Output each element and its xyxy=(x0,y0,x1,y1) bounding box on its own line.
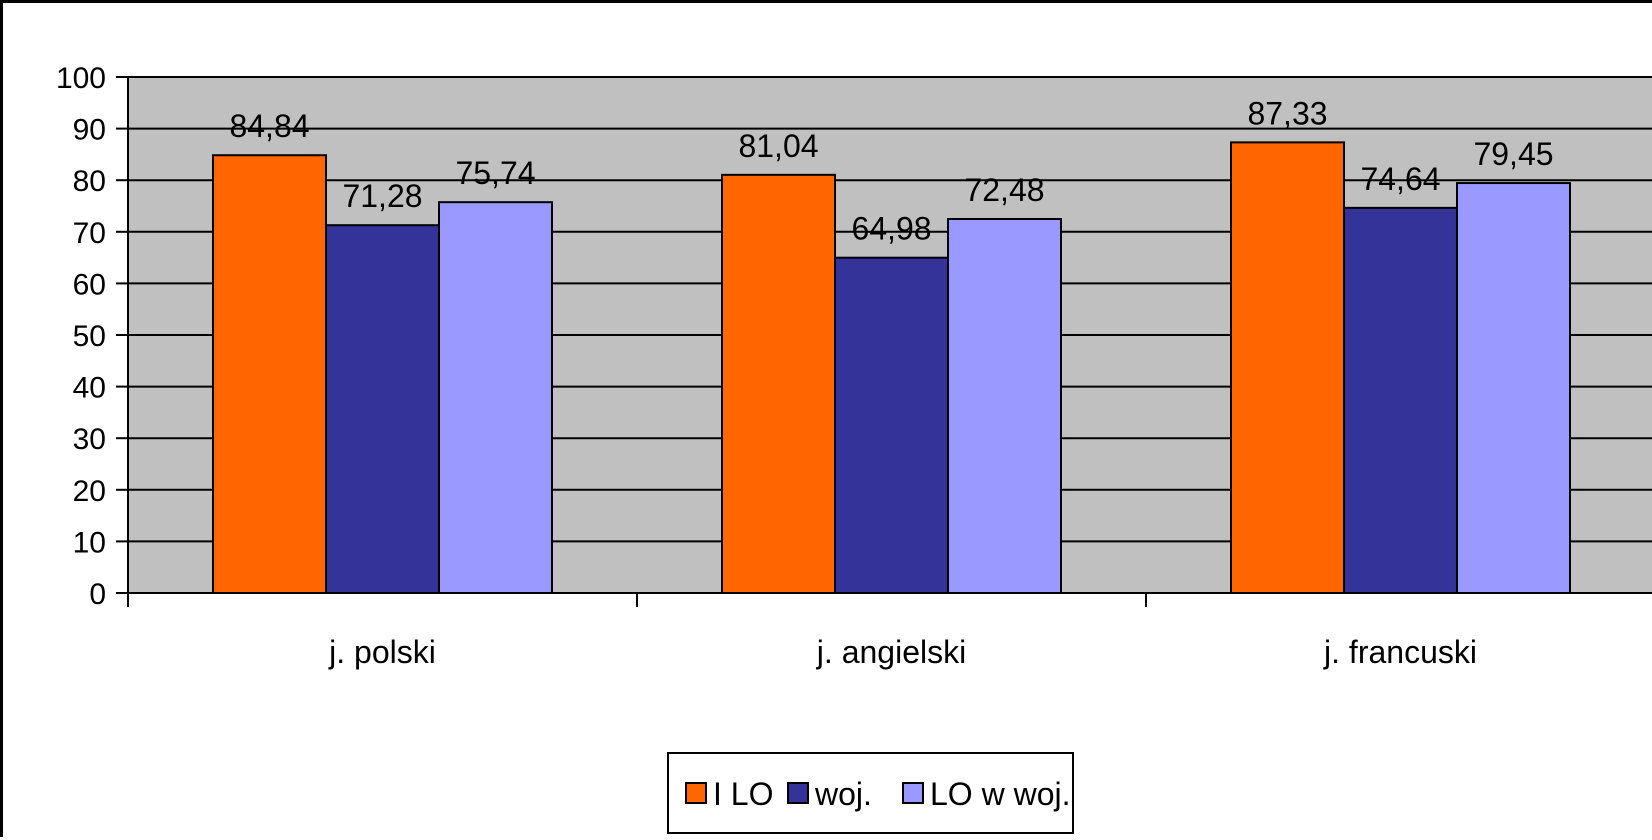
data-label: 64,98 xyxy=(851,211,931,247)
legend-label: I LO xyxy=(713,776,773,812)
data-label: 81,04 xyxy=(738,128,818,164)
bar xyxy=(946,218,1062,594)
legend-label: LO w woj. xyxy=(930,776,1070,812)
data-label: 74,64 xyxy=(1360,161,1440,197)
y-tick-label: 90 xyxy=(73,114,106,147)
y-tick-label: 100 xyxy=(56,62,106,95)
x-category-label: j. angielski xyxy=(816,634,966,670)
x-category-label: j. polski xyxy=(328,634,436,670)
data-label: 87,33 xyxy=(1247,95,1327,131)
bar xyxy=(437,201,553,594)
y-tick-label: 60 xyxy=(73,268,106,301)
data-label: 71,28 xyxy=(342,178,422,214)
legend-swatch xyxy=(787,782,809,804)
data-label: 75,74 xyxy=(455,155,535,191)
legend-swatch xyxy=(685,782,707,804)
y-tick-label: 0 xyxy=(89,578,106,611)
bar xyxy=(325,224,440,595)
y-tick-label: 30 xyxy=(73,423,106,456)
bar xyxy=(212,154,328,595)
bar xyxy=(834,256,949,595)
data-label: 84,84 xyxy=(229,108,309,144)
data-label: 72,48 xyxy=(964,172,1044,208)
y-tick-label: 10 xyxy=(73,526,106,559)
y-tick-label: 20 xyxy=(73,475,106,508)
y-tick-label: 40 xyxy=(73,372,106,405)
y-tick-label: 70 xyxy=(73,217,106,250)
x-category-label: j. francuski xyxy=(1323,634,1477,670)
y-tick-label: 50 xyxy=(73,320,106,353)
legend-label: woj. xyxy=(814,776,872,812)
bar-chart: 0 10 20 30 40 50 60 70 80 90 100 j. polski j. angiel… xyxy=(56,62,1652,834)
bar xyxy=(1455,182,1571,594)
legend-swatch xyxy=(902,782,924,804)
data-label: 79,45 xyxy=(1473,136,1553,172)
bar xyxy=(1230,141,1346,594)
legend xyxy=(667,752,1074,834)
y-tick-label: 80 xyxy=(73,165,106,198)
bar xyxy=(721,173,837,595)
bar xyxy=(1343,206,1458,594)
